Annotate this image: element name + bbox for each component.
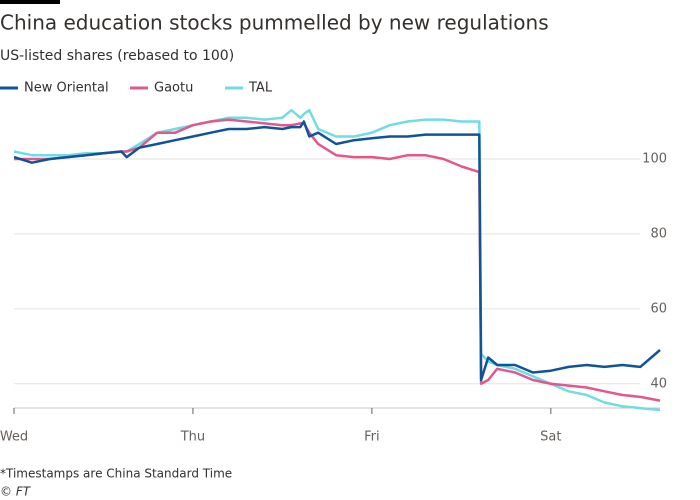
chart-subtitle: US-listed shares (rebased to 100): [0, 48, 234, 64]
y-tick-label: 40: [650, 376, 667, 391]
legend-label: New Oriental: [24, 81, 109, 96]
x-tick-label: Thu: [180, 430, 205, 445]
legend-label: TAL: [248, 81, 273, 96]
x-tick-label: Sat: [540, 430, 561, 445]
series-line: [14, 118, 661, 402]
brand-bar: [0, 0, 60, 4]
series-line: [13, 120, 661, 382]
x-tick-label: Fri: [364, 430, 380, 445]
chart-title: China education stocks pummelled by new …: [0, 11, 549, 35]
y-tick-label: 100: [642, 151, 667, 166]
x-tick-label: Wed: [0, 430, 28, 445]
y-tick-label: 80: [650, 226, 667, 241]
footnote: *Timestamps are China Standard Time: [0, 467, 232, 481]
legend-label: Gaotu: [154, 81, 193, 96]
source: © FT: [0, 485, 32, 499]
y-tick-label: 60: [650, 301, 667, 316]
